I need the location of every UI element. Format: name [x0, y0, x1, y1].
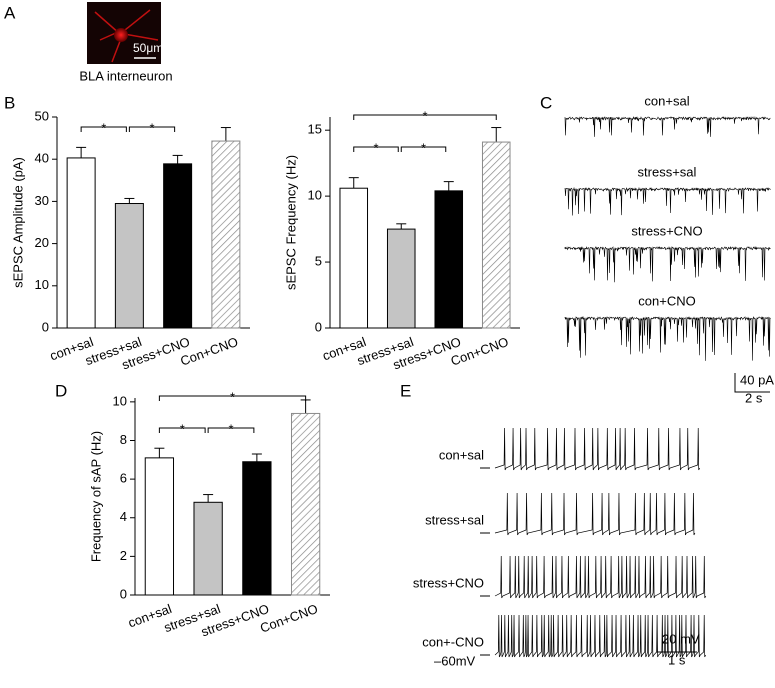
trace-label: con+sal [439, 447, 484, 462]
y-tick-label: 15 [308, 122, 322, 137]
significance-label: * [422, 108, 427, 123]
y-tick-label: 2 [120, 548, 127, 563]
scale-label: 1 s [668, 652, 686, 667]
scale-label: 50μm [133, 41, 163, 55]
bar [481, 141, 511, 329]
sepsc-trace [564, 116, 771, 137]
trace-label: con+CNO [638, 293, 695, 308]
micrograph: 50μm [87, 2, 163, 64]
significance-bracket [80, 126, 127, 132]
panel-letter: B [4, 93, 15, 112]
panel-letter: A [4, 3, 16, 22]
y-tick-label: 30 [35, 193, 49, 208]
y-tick-label: 50 [35, 108, 49, 123]
y-tick-label: 10 [113, 393, 127, 408]
bar [66, 157, 96, 329]
scale-bar [734, 373, 770, 393]
scale-label: 2 s [745, 390, 763, 405]
bar [339, 187, 369, 329]
significance-bracket [353, 146, 399, 152]
baseline-label: –60mV [434, 653, 476, 668]
bar [114, 203, 144, 329]
panel-letter: D [55, 381, 67, 400]
y-axis-title: sEPSC Amplitude (pA) [10, 157, 25, 288]
y-tick-label: 10 [308, 188, 322, 203]
y-axis-title: sEPSC Frequency (Hz) [283, 155, 298, 290]
significance-label: * [180, 421, 185, 436]
y-tick-label: 4 [120, 509, 127, 524]
bar [434, 190, 464, 329]
bar [290, 412, 321, 596]
bar [193, 501, 223, 596]
y-tick-label: 0 [315, 319, 322, 334]
y-tick-label: 0 [120, 586, 127, 601]
ap-trace [494, 614, 707, 658]
ap-trace [494, 427, 701, 471]
significance-bracket [158, 395, 307, 401]
sepsc-trace [564, 186, 771, 216]
significance-label: * [230, 389, 235, 404]
sepsc-trace [564, 245, 771, 283]
bar [144, 457, 175, 596]
panel-letter: E [400, 381, 411, 400]
significance-label: * [373, 140, 378, 155]
trace-label: con+sal [644, 93, 689, 108]
trace-label: stress+sal [425, 512, 484, 527]
y-tick-label: 8 [120, 432, 127, 447]
bar [163, 163, 193, 329]
significance-bracket [353, 114, 497, 120]
y-tick-label: 20 [35, 235, 49, 250]
y-axis-title: Frequency of sAP (Hz) [88, 431, 103, 562]
scale-label: 20 mV [662, 631, 700, 646]
scale-bar [656, 634, 697, 653]
image-caption: BLA interneuron [79, 68, 172, 83]
trace-label: stress+sal [638, 164, 697, 179]
trace-label: con+-CNO [422, 634, 484, 649]
y-tick-label: 0 [42, 319, 49, 334]
trace-label: stress+CNO [631, 223, 702, 238]
y-tick-label: 5 [315, 254, 322, 269]
trace-label: stress+CNO [413, 575, 484, 590]
bar [386, 228, 416, 329]
significance-bracket [400, 146, 447, 152]
significance-label: * [228, 421, 233, 436]
significance-bracket [128, 126, 176, 132]
sepsc-trace [564, 315, 771, 361]
ap-trace [494, 555, 707, 599]
significance-label: * [149, 120, 154, 135]
ap-trace [494, 492, 696, 536]
significance-label: * [421, 140, 426, 155]
significance-label: * [101, 120, 106, 135]
y-tick-label: 10 [35, 277, 49, 292]
significance-bracket [207, 427, 255, 433]
panel-letter: C [540, 93, 552, 112]
significance-bracket [158, 427, 206, 433]
scale-label: 40 pA [740, 372, 774, 387]
bar [242, 461, 272, 596]
bar [211, 140, 241, 329]
y-tick-label: 6 [120, 471, 127, 486]
y-tick-label: 40 [35, 151, 49, 166]
